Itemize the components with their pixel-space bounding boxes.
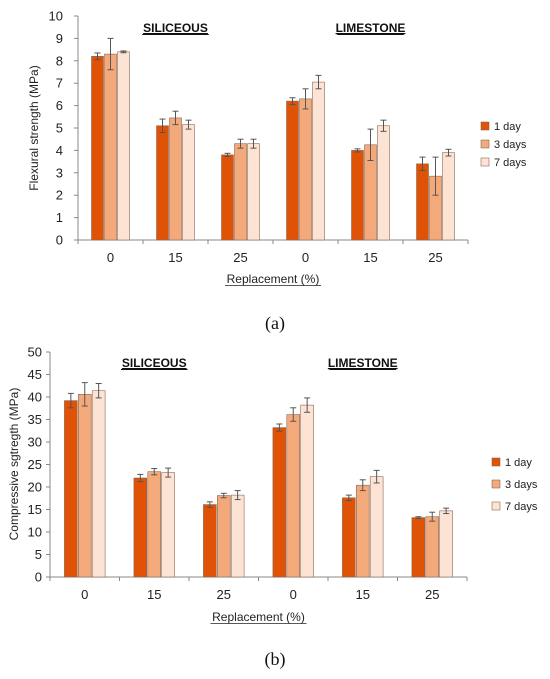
y-axis-label: Flexural strength (MPa): [27, 65, 41, 190]
y-tick-label: 2: [56, 188, 63, 203]
y-tick-label: 10: [49, 9, 63, 24]
bar-3-days-cat-4: [355, 484, 370, 578]
y-tick-label: 4: [56, 143, 63, 158]
bar-1-day-cat-3: [286, 100, 299, 241]
bar-7-days-cat-5: [439, 510, 453, 578]
y-tick-label: 0: [56, 233, 63, 248]
x-axis-label: Replacement (%): [227, 272, 320, 286]
x-tick-label: 15: [356, 587, 370, 602]
y-tick-label: 8: [56, 53, 63, 68]
x-tick-label: 25: [233, 250, 247, 265]
y-tick-label: 7: [56, 76, 63, 91]
y-tick-label: 5: [56, 121, 63, 136]
legend-swatch: [480, 157, 490, 167]
bar-7-days-cat-3: [312, 81, 325, 241]
bar-3-days-cat-2: [217, 495, 231, 578]
bar-1-day-cat-4: [351, 150, 364, 241]
group-label: SILICEOUS: [143, 21, 208, 35]
legend-swatch: [480, 139, 490, 149]
bar-3-days-cat-1: [147, 471, 162, 578]
legend-swatch: [480, 121, 490, 131]
y-tick-label: 35: [28, 412, 42, 427]
bar-1-day-cat-0: [91, 56, 104, 241]
bar-3-days-cat-3: [286, 414, 300, 578]
y-tick-label: 6: [56, 98, 63, 113]
bar-1-day-cat-2: [221, 154, 234, 241]
y-tick-label: 30: [28, 435, 42, 450]
y-tick-label: 15: [28, 502, 42, 517]
y-tick-label: 3: [56, 165, 63, 180]
bar-1-day-cat-3: [272, 427, 287, 578]
chart-panel-2: 0 5 10 15 20 25 30 35 40 45 50 0 15 25 0 15 25 SILICEOUS L…: [7, 345, 538, 671]
legend-swatch: [491, 501, 501, 511]
legend-label: 7 days: [494, 157, 527, 169]
legend-swatch: [491, 479, 501, 489]
bar-7-days-cat-0: [91, 390, 106, 578]
bar-7-days-cat-1: [161, 472, 175, 578]
y-tick-label: 10: [28, 525, 42, 540]
bar-1-day-cat-2: [203, 504, 217, 578]
legend-label: 1 day: [505, 457, 532, 469]
legend-label: 3 days: [505, 479, 538, 491]
x-tick-label: 0: [302, 250, 309, 265]
legend: 1 day 3 days 7 days: [480, 121, 527, 169]
bar-7-days-cat-4: [369, 476, 384, 578]
y-tick-label: 0: [35, 570, 42, 585]
bar-1-day-cat-1: [156, 125, 169, 241]
x-tick-label: 15: [168, 250, 182, 265]
bar-3-days-cat-3: [299, 98, 312, 241]
bar-1-day-cat-1: [133, 477, 148, 578]
bar-7-days-cat-0: [117, 51, 130, 241]
legend: 1 day 3 days 7 days: [491, 457, 538, 513]
y-tick-label: 45: [28, 367, 42, 382]
group-label: LIMESTONE: [336, 21, 406, 35]
bar-7-days-cat-2: [230, 494, 245, 578]
y-tick-label: 25: [28, 457, 42, 472]
group-label: LIMESTONE: [328, 356, 398, 370]
bar-3-days-cat-5: [425, 516, 439, 578]
x-tick-label: 0: [290, 587, 297, 602]
legend-label: 7 days: [505, 501, 538, 513]
x-tick-label: 25: [217, 587, 231, 602]
bar-3-days-cat-1: [169, 117, 182, 241]
bar-3-days-cat-0: [104, 53, 117, 241]
bar-1-day-cat-4: [342, 497, 356, 578]
y-tick-label: 9: [56, 31, 63, 46]
panel-label: (a): [265, 313, 285, 334]
bar-7-days-cat-5: [442, 152, 455, 241]
x-tick-label: 0: [81, 587, 88, 602]
y-tick-label: 20: [28, 480, 42, 495]
y-tick-label: 5: [35, 547, 42, 562]
chart-panel-1: 0 1 2 3 4 5 6 7 8 9 10 0 15 25 0 15 25 SILICEOUS LIMESTONE…: [27, 9, 527, 335]
x-tick-label: 15: [147, 587, 161, 602]
y-axis-label: Compressive sgtregth (MPa): [7, 388, 21, 541]
panel-label: (b): [265, 649, 286, 670]
x-tick-label: 0: [107, 250, 114, 265]
legend-label: 1 day: [494, 121, 521, 133]
y-tick-label: 50: [28, 345, 42, 360]
x-tick-label: 25: [425, 587, 439, 602]
x-tick-label: 25: [428, 250, 442, 265]
bar-1-day-cat-5: [411, 517, 426, 578]
bar-1-day-cat-0: [64, 400, 78, 578]
bar-1-day-cat-5: [416, 163, 429, 241]
group-label: SILICEOUS: [122, 356, 187, 370]
bar-3-days-cat-0: [78, 393, 92, 578]
legend-swatch: [491, 457, 501, 467]
x-tick-label: 15: [363, 250, 377, 265]
y-tick-label: 1: [56, 210, 63, 225]
y-tick-label: 40: [28, 390, 42, 405]
bar-7-days-cat-4: [377, 125, 390, 241]
bar-7-days-cat-3: [300, 404, 314, 578]
legend-label: 3 days: [494, 139, 527, 151]
bar-7-days-cat-2: [247, 143, 260, 241]
bar-7-days-cat-1: [182, 124, 195, 241]
bar-3-days-cat-2: [234, 143, 247, 241]
x-axis-label: Replacement (%): [212, 610, 305, 624]
